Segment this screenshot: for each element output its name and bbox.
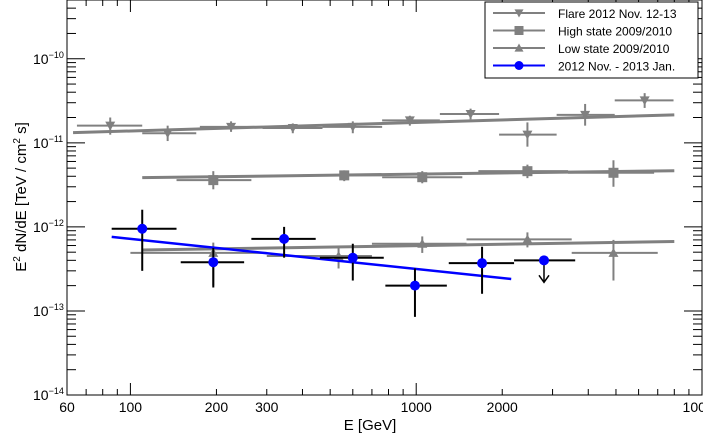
point-triangle-down	[347, 122, 358, 132]
point-triangle-up	[522, 234, 533, 244]
data-point	[251, 226, 316, 258]
y-tick-label: 10−14	[33, 386, 64, 403]
data-point	[176, 171, 252, 190]
point-triangle-down	[226, 122, 237, 132]
y-tick-label: 10−12	[33, 218, 64, 235]
x-tick-label: 100	[119, 399, 143, 415]
point-triangle-up	[608, 247, 619, 257]
axis-ticks	[66, 0, 703, 396]
x-tick-label: 300	[255, 399, 279, 415]
point-circle	[279, 233, 290, 244]
point-triangle-down	[580, 110, 591, 120]
point-square	[608, 167, 619, 178]
legend-entry: Flare 2012 Nov. 12-13	[493, 7, 677, 21]
data-point	[466, 232, 572, 248]
data-point	[262, 123, 323, 134]
data-point	[199, 121, 263, 132]
series-3	[111, 209, 576, 317]
legend-entry: Low state 2009/2010	[493, 42, 670, 56]
point-circle	[538, 255, 549, 266]
data-point	[371, 236, 467, 253]
point-triangle-down	[465, 110, 476, 120]
point-circle	[347, 252, 358, 263]
data-point	[322, 121, 383, 134]
x-tick-labels: 60 100 200 300 1000 2000 10000	[59, 399, 703, 415]
legend-label: Flare 2012 Nov. 12-13	[558, 7, 677, 21]
point-square	[208, 175, 219, 186]
point-circle	[208, 257, 219, 268]
y-tick-label: 10−10	[33, 50, 64, 67]
point-square	[514, 26, 524, 35]
x-tick-label: 1000	[401, 399, 432, 415]
point-circle	[137, 223, 148, 234]
data-point	[439, 108, 500, 120]
data-point	[556, 103, 615, 126]
legend-entry: 2012 Nov. - 2013 Jan.	[493, 60, 675, 74]
point-triangle-down	[287, 124, 298, 134]
point-circle	[409, 280, 420, 291]
x-tick-label: 200	[205, 399, 229, 415]
data-point	[448, 246, 515, 294]
legend-label: 2012 Nov. - 2013 Jan.	[558, 60, 675, 74]
data-point	[568, 160, 655, 187]
legend: Flare 2012 Nov. 12-13 High state 2009/201…	[484, 1, 699, 79]
legend-label: High state 2009/2010	[558, 25, 672, 39]
data-point	[614, 93, 674, 108]
series-0	[73, 93, 675, 147]
data-point	[180, 248, 245, 288]
data-point	[111, 209, 177, 271]
data-point	[382, 171, 463, 184]
fit-line	[73, 113, 675, 135]
point-circle	[477, 258, 488, 269]
x-tick-label: 2000	[487, 399, 518, 415]
data-point	[385, 268, 447, 317]
y-axis-label: E2 dN/dE [TeV / cm2 s]	[12, 122, 30, 272]
x-tick-label: 60	[59, 399, 75, 415]
data-series	[73, 93, 675, 317]
data-point	[478, 164, 569, 179]
point-triangle-down	[522, 130, 533, 140]
data-point	[514, 255, 576, 284]
x-axis-label: E [GeV]	[344, 417, 397, 434]
point-square	[417, 172, 428, 183]
point-triangle-down	[639, 96, 650, 106]
data-point	[499, 122, 557, 147]
legend-entry: High state 2009/2010	[493, 25, 672, 39]
data-point	[76, 117, 143, 135]
series-1	[142, 160, 675, 190]
data-point	[142, 125, 197, 142]
point-triangle-down	[404, 116, 415, 126]
data-point	[382, 115, 440, 126]
legend-label: Low state 2009/2010	[558, 42, 670, 56]
point-square	[339, 170, 350, 181]
point-triangle-down	[105, 121, 116, 131]
y-tick-label: 10−13	[33, 302, 64, 319]
plot-frame	[66, 0, 703, 396]
point-square	[522, 166, 533, 177]
point-triangle-up	[514, 43, 524, 52]
x-tick-label: 10000	[683, 399, 703, 415]
point-triangle-down	[514, 9, 524, 18]
point-circle	[514, 61, 524, 70]
data-point	[302, 170, 383, 182]
data-point	[571, 239, 658, 281]
point-triangle-down	[162, 129, 173, 139]
point-triangle-up	[417, 238, 428, 248]
data-point	[319, 243, 384, 281]
y-tick-labels: 10−14 10−13 10−12 10−11 10−10	[33, 50, 64, 403]
fit-line	[111, 235, 512, 281]
upper-limit-arrowhead	[538, 274, 550, 284]
y-tick-label: 10−11	[33, 134, 63, 151]
